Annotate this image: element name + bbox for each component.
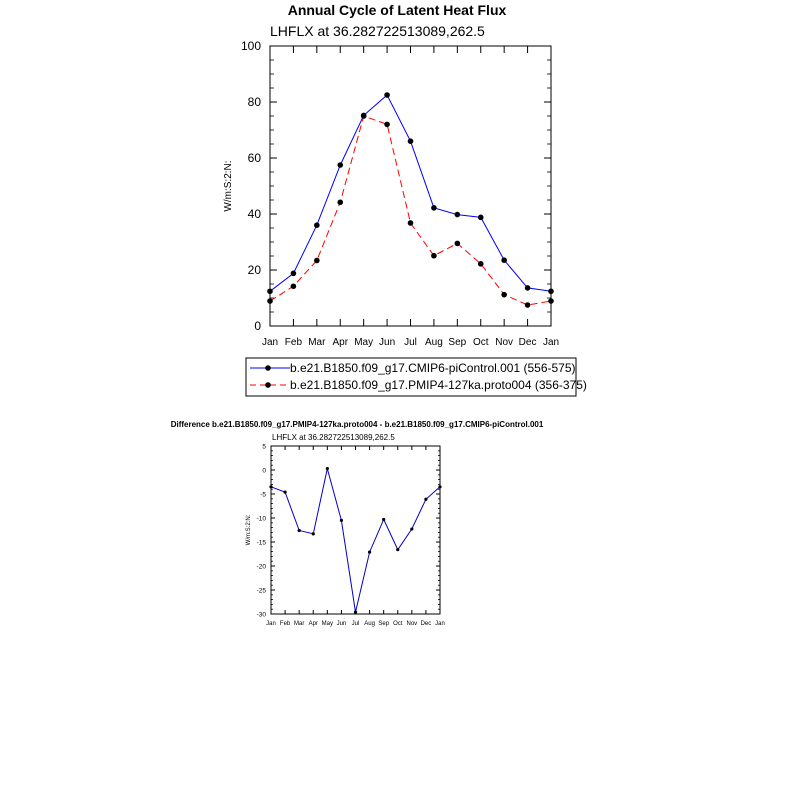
y-tick-label: 20 [248,263,262,277]
x-tick-label: Nov [495,337,513,348]
legend-label-series-1: b.e21.B1850.f09_g17.CMIP6-piControl.001 … [290,361,576,375]
series-1-point [267,288,273,295]
diff-y-tick-label: 0 [262,467,266,474]
series-1-point [407,138,414,144]
chart-legend: b.e21.B1850.f09_g17.CMIP6-piControl.001 … [245,357,587,397]
diff-x-tick-label: Jan [266,621,276,627]
series-2-point [314,257,320,264]
x-tick-label: Aug [425,337,443,348]
x-tick-label: Dec [519,337,537,348]
series-1-point [314,222,320,228]
x-tick-label: Jan [262,337,278,348]
x-tick-label: Feb [285,337,303,348]
diff-x-tick-label: Nov [406,621,417,627]
series-1-point [337,162,344,168]
diff-series-1-point [410,527,414,531]
difference-chart: Difference b.e21.B1850.f09_g17.PMIP4-127… [171,420,544,627]
series-1-point [431,205,437,211]
series-2-point [337,199,344,206]
y-axis-label: W/m:S:2:N: [223,160,234,211]
legend-label-series-2: b.e21.B1850.f09_g17.PMIP4-127ka.proto004… [290,378,587,392]
diff-chart-title: Difference b.e21.B1850.f09_g17.PMIP4-127… [171,420,544,429]
series-2-point [524,302,531,308]
diff-x-tick-label: Sep [378,621,389,627]
annual-cycle-chart: Annual Cycle of Latent Heat Flux LHFLX a… [223,2,559,348]
diff-x-tick-label: Apr [309,621,318,627]
diff-x-tick-label: Jan [435,621,445,627]
x-tick-label: Jun [379,337,395,348]
diff-series-1-point [382,517,386,522]
series-2-point [290,283,297,290]
y-tick-label: 80 [248,95,262,109]
legend-marker-series-1 [265,365,271,371]
diff-x-tick-label: Jun [337,621,347,627]
series-2-point [360,113,367,119]
diff-series-1-point [339,518,344,523]
series-1-point [524,285,531,291]
x-tick-label: Jul [404,337,417,348]
series-2-point [454,240,461,247]
series-1-point [501,257,507,264]
series-2-point [384,121,390,128]
series-1-point [477,214,484,221]
legend-marker-series-2 [265,382,271,388]
diff-series-1-line [270,468,441,613]
y-tick-label: 40 [248,207,262,221]
series-2-point [267,298,273,304]
diff-series-1-point [325,466,329,471]
diff-x-tick-label: Aug [364,621,375,627]
diff-series-1-point [396,548,400,552]
diff-y-tick-label: 5 [262,443,266,450]
chart-subtitle: LHFLX at 36.282722513089,262.5 [270,23,485,39]
y-tick-label: 100 [241,39,261,53]
legend-box [245,357,577,397]
y-tick-label: 60 [248,151,262,165]
diff-series-1-point [353,610,358,614]
series-2-point [407,220,414,226]
diff-chart-subtitle: LHFLX at 36.282722513089,262.5 [272,433,395,442]
y-tick-label: 0 [254,319,261,333]
diff-x-tick-label: Dec [421,621,432,627]
diff-series-1-point [367,550,372,554]
series-1-point [384,92,390,98]
x-tick-label: Apr [332,337,348,348]
series-2-line [269,115,552,306]
x-tick-label: May [354,337,373,348]
diff-series-1-point [297,528,301,533]
diff-y-tick-label: -30 [257,611,267,618]
x-tick-label: Sep [448,337,466,348]
diff-x-tick-label: Jul [352,621,360,627]
series-2-point [477,261,484,267]
diff-series-1-point [424,497,428,501]
x-tick-label: Jan [543,337,559,348]
diff-y-tick-label: -15 [257,539,267,546]
series-1-line [269,94,552,292]
diff-x-tick-label: Mar [294,621,304,627]
diff-y-tick-label: -25 [257,587,267,594]
diff-plot-frame [270,445,441,615]
diff-series-1-point [283,490,287,494]
series-1-point [290,270,297,277]
diff-y-axis-label: W/m:S:2:N: [246,514,252,545]
chart-title: Annual Cycle of Latent Heat Flux [288,2,507,18]
diff-y-tick-label: -10 [257,515,267,522]
diff-series-1-point [311,532,315,536]
series-1-point [454,211,461,218]
diff-series-1-point [438,485,442,489]
x-tick-label: Oct [473,337,489,348]
x-tick-label: Mar [308,337,326,348]
diff-x-tick-label: May [322,621,333,627]
diff-y-tick-label: -5 [260,491,266,498]
diff-series-1-point [269,485,273,489]
series-2-point [501,291,507,298]
diff-y-tick-label: -20 [257,563,267,570]
diff-x-tick-label: Feb [280,621,291,627]
plot-frame [269,45,552,327]
series-2-point [431,252,437,259]
diff-x-tick-label: Oct [393,621,403,627]
series-1-point [548,288,554,295]
series-2-point [548,298,554,304]
